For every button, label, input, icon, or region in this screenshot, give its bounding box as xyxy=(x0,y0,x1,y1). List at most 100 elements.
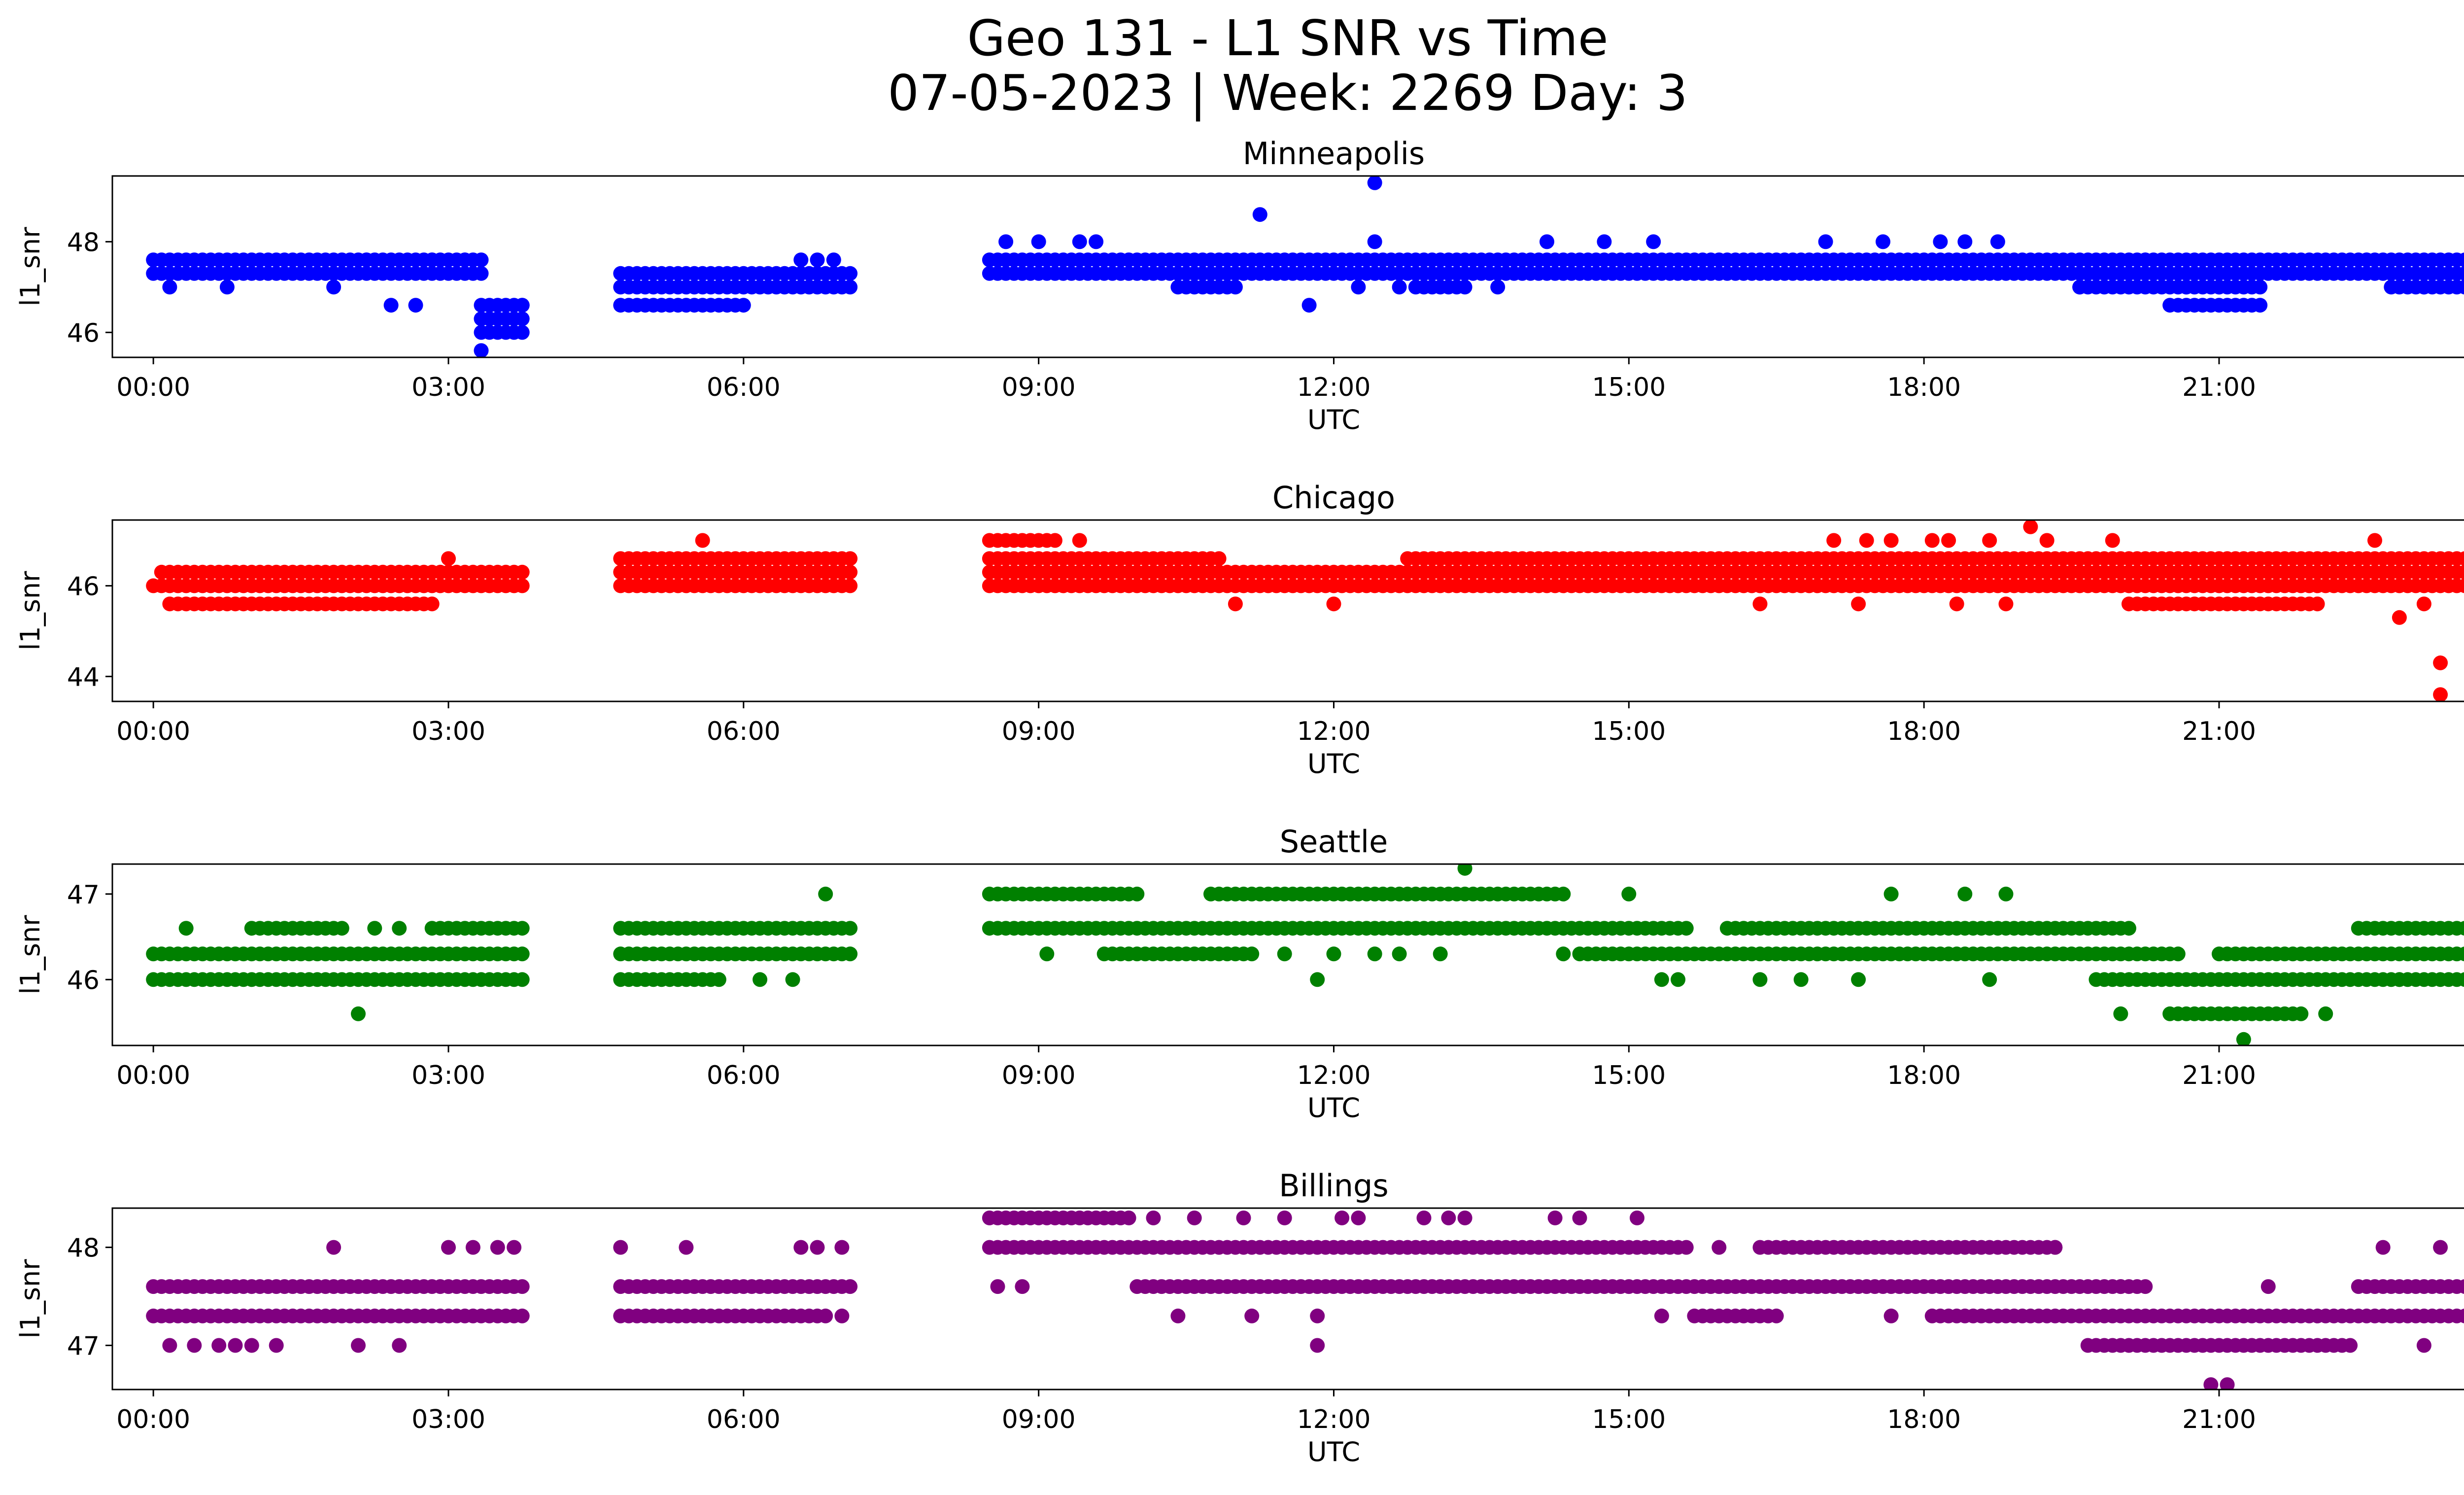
series-points xyxy=(146,176,2464,357)
data-point xyxy=(1211,551,1227,566)
x-tick-label: 18:00 xyxy=(1887,1061,1961,1090)
data-point xyxy=(1015,1279,1030,1294)
data-point xyxy=(351,1006,366,1021)
data-point xyxy=(1998,886,2014,902)
data-point xyxy=(736,298,751,313)
data-point xyxy=(2458,578,2464,593)
panel-title: Minneapolis xyxy=(1243,136,1425,172)
y-tick-label: 46 xyxy=(67,966,100,995)
data-point xyxy=(1859,533,1874,548)
x-tick-label: 06:00 xyxy=(707,1405,781,1434)
data-point xyxy=(1982,533,1997,548)
data-point xyxy=(843,551,858,566)
panel-seattle: Seattle 00:00 03:00 06:00 09:00 12:00 15:00 18:… xyxy=(15,824,2464,1123)
data-point xyxy=(334,921,349,936)
data-point xyxy=(441,1240,456,1255)
data-point xyxy=(2170,946,2186,962)
data-point xyxy=(367,921,382,936)
data-point xyxy=(228,1338,243,1353)
data-point xyxy=(2458,921,2464,936)
data-point xyxy=(2433,687,2448,701)
panel-chicago: Chicago 00:00 03:00 06:00 09:00 12:00 15:00 18:… xyxy=(15,480,2464,779)
data-point xyxy=(1335,1210,1350,1225)
x-tick-label: 12:00 xyxy=(1297,1405,1371,1434)
data-point xyxy=(810,1240,825,1255)
x-tick-label: 21:00 xyxy=(2182,1061,2256,1090)
data-point xyxy=(2359,252,2374,268)
x-tick-label: 09:00 xyxy=(1002,717,1076,746)
data-point xyxy=(424,596,440,612)
data-point xyxy=(465,1240,480,1255)
data-point xyxy=(843,266,858,281)
x-tick-label: 03:00 xyxy=(411,373,485,402)
data-point xyxy=(1351,279,1366,295)
data-point xyxy=(990,1279,1005,1294)
data-point xyxy=(1416,1210,1432,1225)
data-point xyxy=(1392,946,1407,962)
data-point xyxy=(2122,921,2136,936)
data-point xyxy=(2343,1338,2358,1353)
data-point xyxy=(441,551,456,566)
data-point xyxy=(1310,1308,1325,1323)
data-point xyxy=(818,886,833,902)
data-point xyxy=(326,1240,342,1255)
data-point xyxy=(474,252,489,268)
data-point xyxy=(2260,1279,2276,1294)
data-point xyxy=(514,325,530,340)
data-point xyxy=(695,533,710,548)
data-point xyxy=(843,921,858,936)
data-point xyxy=(2023,520,2038,534)
data-point xyxy=(1547,1210,1563,1225)
data-point xyxy=(1326,946,1341,962)
data-point xyxy=(753,972,768,987)
data-point xyxy=(843,1279,858,1294)
data-point xyxy=(1277,946,1292,962)
data-point xyxy=(2318,1006,2333,1021)
data-point xyxy=(834,1308,850,1323)
data-point xyxy=(998,234,1014,249)
data-point xyxy=(408,298,423,313)
data-point xyxy=(1252,207,1267,222)
data-point xyxy=(219,279,235,295)
data-point xyxy=(1556,886,1571,902)
panel-title: Seattle xyxy=(1280,824,1388,860)
data-point xyxy=(2458,1308,2464,1323)
y-tick-label: 47 xyxy=(67,1331,100,1361)
data-point xyxy=(1072,234,1087,249)
y-axis-label: l1_snr xyxy=(15,571,46,651)
data-point xyxy=(1310,1338,1325,1353)
data-point xyxy=(1457,279,1472,295)
y-tick-label: 46 xyxy=(67,572,100,601)
x-tick-label: 18:00 xyxy=(1887,373,1961,402)
data-point xyxy=(2236,1032,2251,1045)
data-point xyxy=(2416,279,2431,295)
data-point xyxy=(392,921,407,936)
x-tick-label: 06:00 xyxy=(707,1061,781,1090)
data-point xyxy=(2220,1377,2235,1390)
x-tick-label: 15:00 xyxy=(1592,1061,1666,1090)
data-point xyxy=(2458,252,2464,268)
data-point xyxy=(1310,972,1325,987)
x-tick-label: 21:00 xyxy=(2182,1405,2256,1434)
x-tick-label: 03:00 xyxy=(411,717,485,746)
x-tick-label: 03:00 xyxy=(411,1061,485,1090)
data-point xyxy=(457,252,473,268)
data-point xyxy=(2253,298,2268,313)
data-point xyxy=(2458,266,2464,281)
data-point xyxy=(1876,234,1890,249)
y-tick-label: 48 xyxy=(67,228,100,257)
data-point xyxy=(2375,1240,2391,1255)
panel-minneapolis: Minneapolis 00:00 03:00 06:00 09:00 12:00 15:0… xyxy=(15,136,2464,435)
data-point xyxy=(793,1240,809,1255)
data-point xyxy=(2212,279,2226,295)
data-point xyxy=(1851,972,1866,987)
x-tick-label: 21:00 xyxy=(2182,373,2256,402)
data-point xyxy=(392,1338,407,1353)
data-point xyxy=(1392,279,1407,295)
data-point xyxy=(843,564,858,580)
panel-title: Billings xyxy=(1279,1168,1388,1204)
data-point xyxy=(514,972,530,987)
data-point xyxy=(1146,1210,1161,1225)
data-point xyxy=(1072,533,1087,548)
data-point xyxy=(351,1338,366,1353)
